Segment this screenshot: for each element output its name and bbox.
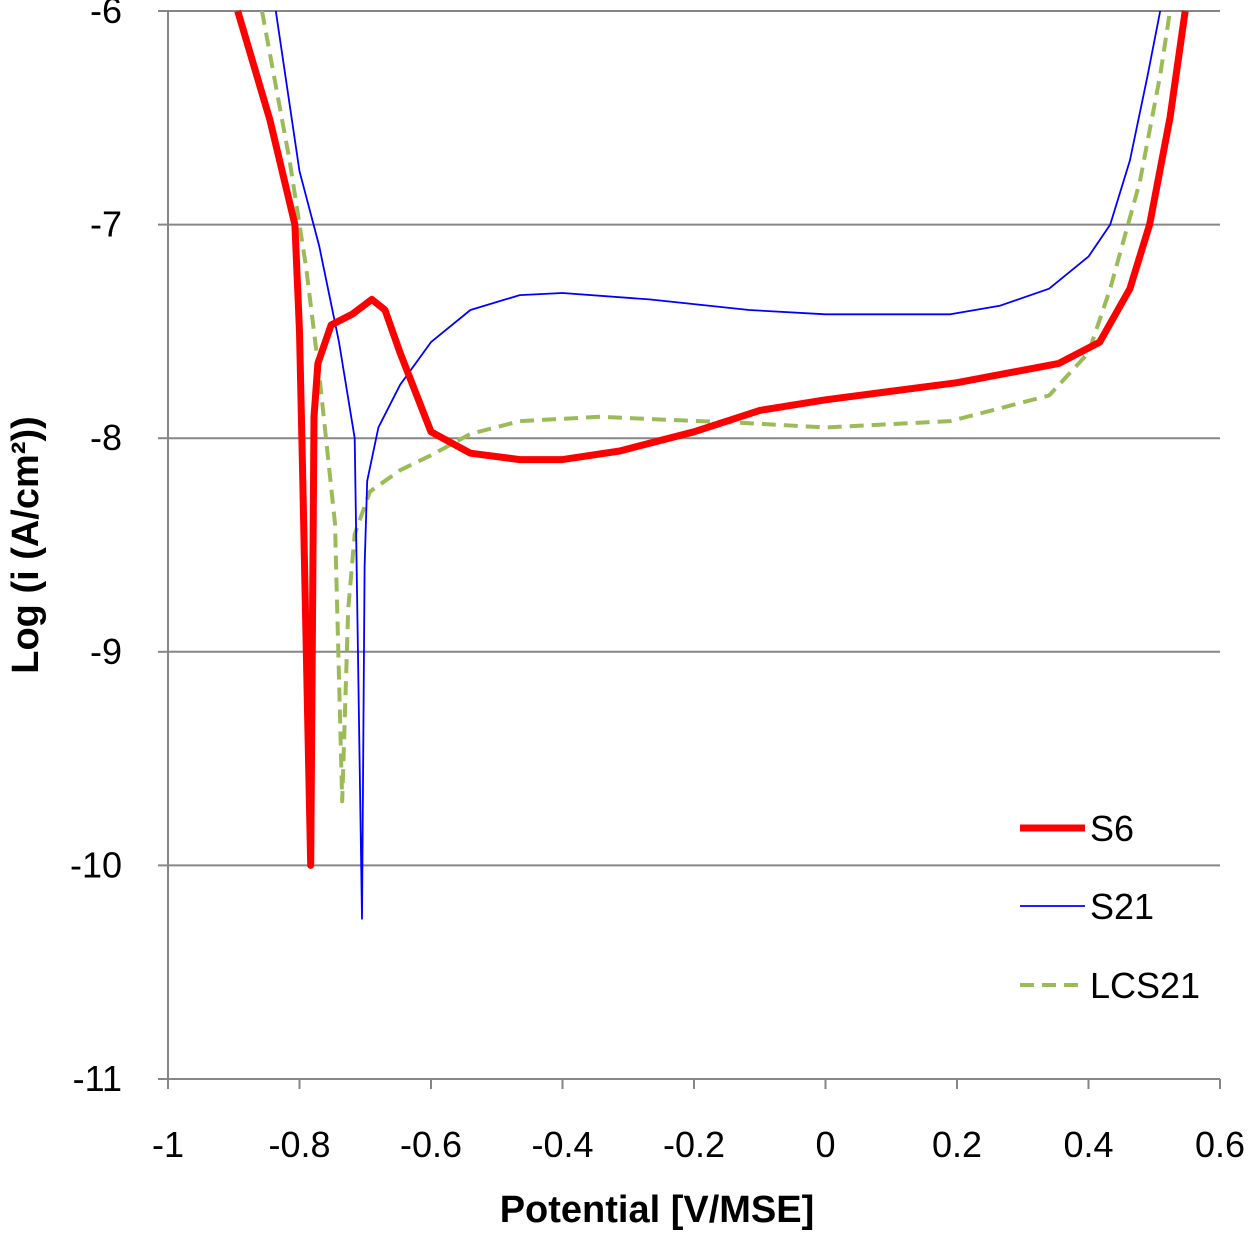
x-tick-label: -0.6	[400, 1124, 462, 1165]
y-axis-label: Log (i (A/cm²))	[5, 416, 47, 674]
x-tick-label: -0.8	[268, 1124, 330, 1165]
y-tick-label: -8	[90, 417, 122, 458]
legend-label-s21: S21	[1090, 886, 1154, 927]
y-tick-label: -6	[90, 0, 122, 31]
x-tick-label: -0.2	[663, 1124, 725, 1165]
x-tick-label: -0.4	[531, 1124, 593, 1165]
legend-label-s6: S6	[1090, 808, 1134, 849]
y-tick-label: -10	[70, 844, 122, 885]
series-line-lcs21	[260, 10, 1172, 804]
series-line-s21	[274, 10, 1162, 920]
gridlines	[168, 10, 1220, 867]
x-tick-label: 0.4	[1063, 1124, 1113, 1165]
x-axis-label: Potential [V/MSE]	[500, 1189, 815, 1230]
y-tick-label: -11	[73, 1058, 122, 1099]
x-tick-label: 0	[815, 1124, 835, 1165]
series-lines	[234, 10, 1189, 920]
axes: -6 -7 -8 -9 -10 -11 -1 -0.8 -0.6 -0.4 -0.2 0 0.2 0.4 0…	[70, 0, 1245, 1165]
legend-label-lcs21: LCS21	[1090, 965, 1200, 1006]
x-tick-label: 0.6	[1195, 1124, 1245, 1165]
legend: S6 S21 LCS21	[1020, 808, 1200, 1006]
y-tick-label: -7	[90, 204, 122, 245]
y-tick-label: -9	[90, 631, 122, 672]
x-tick-label: 0.2	[932, 1124, 982, 1165]
x-tick-label: -1	[152, 1124, 184, 1165]
series-line-s6	[234, 10, 1189, 869]
